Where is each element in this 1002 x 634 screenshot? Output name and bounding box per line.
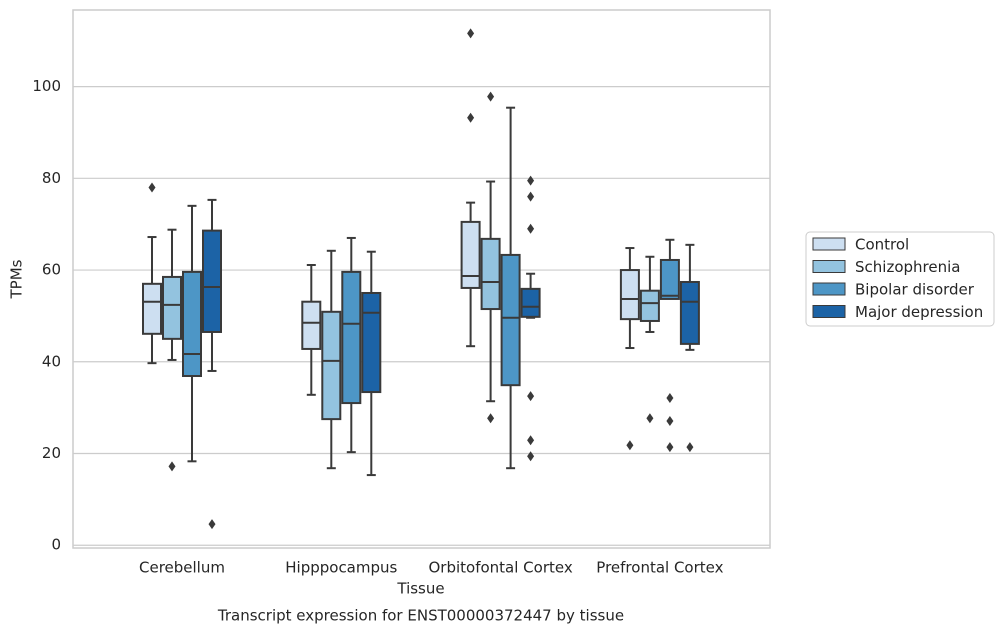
outlier xyxy=(666,415,674,426)
outlier xyxy=(666,442,674,453)
outlier xyxy=(467,28,475,39)
y-tick-label: 80 xyxy=(42,169,61,187)
y-tick-label: 40 xyxy=(42,352,61,370)
y-tick-label: 60 xyxy=(42,261,61,279)
x-axis-label: Tissue xyxy=(396,580,444,598)
box xyxy=(182,270,202,378)
legend-label: Major depression xyxy=(855,303,983,321)
outlier xyxy=(148,182,156,193)
x-tick-label: Prefrontal Cortex xyxy=(596,559,723,577)
y-axis-label: TPMs xyxy=(8,259,26,299)
box xyxy=(162,275,182,340)
y-tick-label: 100 xyxy=(32,77,61,95)
box xyxy=(460,220,481,289)
legend-label: Bipolar disorder xyxy=(855,281,975,299)
x-tick-label: Orbitofontal Cortex xyxy=(428,559,572,577)
box xyxy=(341,270,362,405)
box xyxy=(202,229,222,333)
chart-title: Transcript expression for ENST0000037244… xyxy=(217,607,624,625)
box xyxy=(142,282,162,335)
box xyxy=(520,287,541,318)
box xyxy=(639,289,660,322)
box xyxy=(619,269,640,321)
outlier xyxy=(527,223,535,234)
outlier xyxy=(487,91,495,102)
box xyxy=(480,237,501,311)
outlier xyxy=(527,391,535,402)
box xyxy=(659,258,680,300)
box xyxy=(500,253,521,387)
outlier xyxy=(646,413,654,424)
outlier xyxy=(487,413,495,424)
outlier xyxy=(527,175,535,186)
y-tick-label: 0 xyxy=(51,536,61,554)
legend-swatch xyxy=(812,282,846,296)
outlier xyxy=(666,393,674,404)
outlier xyxy=(626,440,634,451)
plot-frame xyxy=(72,9,771,549)
box xyxy=(679,280,700,345)
outlier xyxy=(527,451,535,462)
legend-label: Schizophrenia xyxy=(855,258,960,276)
outlier xyxy=(527,191,535,202)
box xyxy=(301,300,322,350)
legend-swatch xyxy=(812,305,846,318)
outlier xyxy=(168,461,176,472)
x-tick-label: Cerebellum xyxy=(139,559,225,577)
legend-swatch xyxy=(812,260,846,273)
x-tick-label: Hipppocampus xyxy=(285,559,397,577)
box xyxy=(361,291,382,394)
outlier xyxy=(467,112,475,123)
y-tick-label: 20 xyxy=(42,444,61,462)
outlier xyxy=(686,442,694,453)
box xyxy=(321,310,342,421)
legend-label: Control xyxy=(855,236,909,254)
legend-swatch xyxy=(812,237,846,251)
legend-frame xyxy=(805,231,995,327)
outlier xyxy=(208,519,216,530)
outlier xyxy=(527,435,535,446)
